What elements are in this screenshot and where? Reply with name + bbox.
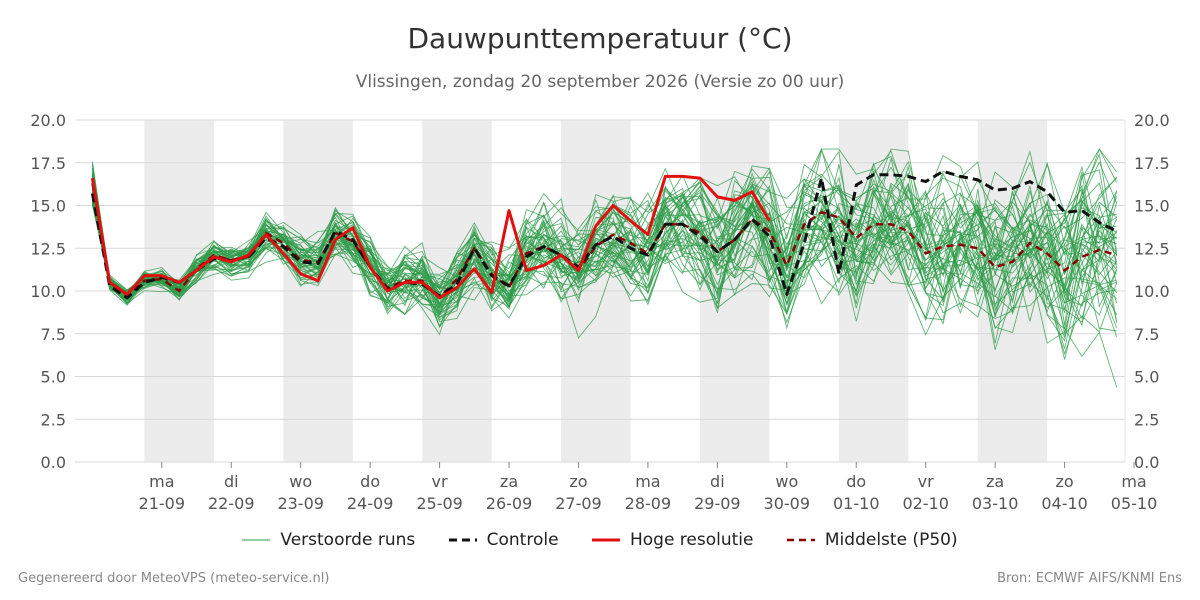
legend-label-ensemble: Verstoorde runs <box>280 530 416 550</box>
x-tick-label-day: wo <box>775 472 798 491</box>
y-tick-label-right: 7.5 <box>1134 325 1159 344</box>
y-tick-label-right: 10.0 <box>1134 282 1170 301</box>
x-tick-label-date: 24-09 <box>347 494 394 513</box>
x-tick-label-day: ma <box>635 472 660 491</box>
ensemble-member-line <box>91 161 1117 315</box>
chart-title: Dauwpunttemperatuur (°C) <box>407 22 793 55</box>
y-tick-label-right: 17.5 <box>1134 154 1170 173</box>
y-tick-label-right: 15.0 <box>1134 197 1170 216</box>
x-tick-label-date: 01-10 <box>833 494 880 513</box>
legend-item-median[interactable]: Middelste (P50) <box>786 530 958 550</box>
legend-label-median: Middelste (P50) <box>824 530 958 550</box>
y-tick-label-right: 20.0 <box>1134 111 1170 130</box>
legend-item-hires[interactable]: Hoge resolutie <box>591 530 754 550</box>
x-tick-label-date: 26-09 <box>486 494 533 513</box>
legend-item-ensemble[interactable]: Verstoorde runs <box>242 530 415 550</box>
x-tick-label-day: za <box>986 472 1004 491</box>
y-tick-label-left: 15.0 <box>30 197 66 216</box>
footer-source: Bron: ECMWF AIFS/KNMI Ens <box>997 571 1182 586</box>
y-tick-label-right: 0.0 <box>1134 453 1159 472</box>
ensemble-member-line <box>91 154 1117 322</box>
x-tick-label-day: ma <box>1121 472 1146 491</box>
x-tick-label-day: vr <box>918 472 934 491</box>
ensemble-member-line <box>91 167 1118 336</box>
series-line-control <box>90 169 1118 300</box>
ensemble-member-line <box>91 185 1117 311</box>
x-tick-label-day: zo <box>569 472 587 491</box>
y-tick-label-left: 2.5 <box>41 410 66 429</box>
ensemble-member-line <box>91 184 1118 315</box>
y-tick-label-left: 17.5 <box>30 154 66 173</box>
ensemble-member-line <box>91 178 1118 307</box>
legend-swatch-median <box>786 538 815 542</box>
y-tick-label-left: 10.0 <box>30 282 66 301</box>
legend-swatch-ensemble <box>242 539 271 541</box>
ensemble-member-line <box>91 183 1117 332</box>
x-tick-label-date: 02-10 <box>902 494 949 513</box>
x-tick-label-date: 25-09 <box>416 494 463 513</box>
y-tick-label-left: 20.0 <box>30 111 66 130</box>
x-tick-label-date: 27-09 <box>555 494 602 513</box>
x-tick-label-day: do <box>360 472 380 491</box>
x-tick-label-date: 30-09 <box>764 494 811 513</box>
x-tick-label-date: 05-10 <box>1111 494 1158 513</box>
x-tick-label-day: wo <box>289 472 312 491</box>
x-tick-label-date: 29-09 <box>694 494 741 513</box>
series-line-hires <box>90 174 771 300</box>
y-tick-label-left: 0.0 <box>41 453 66 472</box>
legend: Verstoorde runs Controle Hoge resolutie … <box>0 528 1200 550</box>
x-tick-label-date: 22-09 <box>208 494 255 513</box>
x-tick-label-day: di <box>224 472 239 491</box>
legend-swatch-hires <box>591 538 620 542</box>
x-tick-label-date: 04-10 <box>1041 494 1088 513</box>
legend-label-hires: Hoge resolutie <box>629 530 754 550</box>
chart-subtitle: Vlissingen, zondag 20 september 2026 (Ve… <box>355 72 845 92</box>
y-tick-label-left: 7.5 <box>41 325 66 344</box>
y-tick-label-right: 5.0 <box>1134 368 1159 387</box>
x-tick-label-day: vr <box>432 472 448 491</box>
legend-item-control[interactable]: Controle <box>448 530 559 550</box>
x-tick-label-date: 23-09 <box>277 494 324 513</box>
legend-swatch-control <box>448 538 477 542</box>
x-tick-label-date: 03-10 <box>972 494 1019 513</box>
y-tick-label-right: 2.5 <box>1134 410 1159 429</box>
ensemble-member-line <box>91 155 1118 310</box>
y-tick-label-left: 12.5 <box>30 239 66 258</box>
x-tick-label-day: do <box>846 472 866 491</box>
y-tick-label-left: 5.0 <box>41 368 66 387</box>
legend-label-control: Controle <box>486 530 559 550</box>
x-tick-label-day: ma <box>149 472 174 491</box>
x-tick-label-date: 21-09 <box>139 494 186 513</box>
footer-credit: Gegenereerd door MeteoVPS (meteo-service… <box>18 571 330 586</box>
x-tick-label-day: zo <box>1055 472 1073 491</box>
x-tick-label-date: 28-09 <box>625 494 672 513</box>
x-tick-label-day: di <box>710 472 725 491</box>
x-tick-label-day: za <box>500 472 518 491</box>
y-tick-label-right: 12.5 <box>1134 239 1170 258</box>
